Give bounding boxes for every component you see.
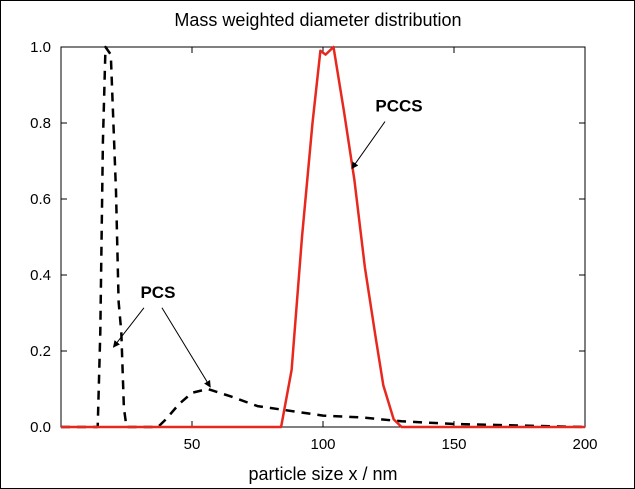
y-tick-label: 0.6 bbox=[30, 191, 51, 208]
y-tick-label: 0.8 bbox=[30, 115, 51, 132]
x-tick-label: 200 bbox=[572, 436, 597, 453]
x-tick-label: 150 bbox=[441, 436, 466, 453]
annotation-arrow bbox=[351, 121, 386, 170]
chart-title: Mass weighted diameter distribution bbox=[174, 10, 461, 30]
annotation-label-pcs: PCS bbox=[140, 283, 175, 302]
annotation-arrow bbox=[112, 307, 145, 348]
annotation-arrow bbox=[161, 307, 211, 388]
x-axis-title: particle size x / nm bbox=[248, 464, 397, 484]
series-line-pccs bbox=[61, 45, 585, 429]
x-tick-label: 100 bbox=[310, 436, 335, 453]
y-tick-label: 1.0 bbox=[30, 39, 51, 56]
series-line-pcs bbox=[61, 45, 586, 429]
y-tick-label: 0.0 bbox=[30, 419, 51, 436]
annotation-label-pccs: PCCS bbox=[375, 97, 422, 116]
y-tick-label: 0.4 bbox=[30, 267, 51, 284]
y-tick-label: 0.2 bbox=[30, 343, 51, 360]
plot-area bbox=[60, 46, 586, 428]
x-tick-label: 50 bbox=[184, 436, 201, 453]
